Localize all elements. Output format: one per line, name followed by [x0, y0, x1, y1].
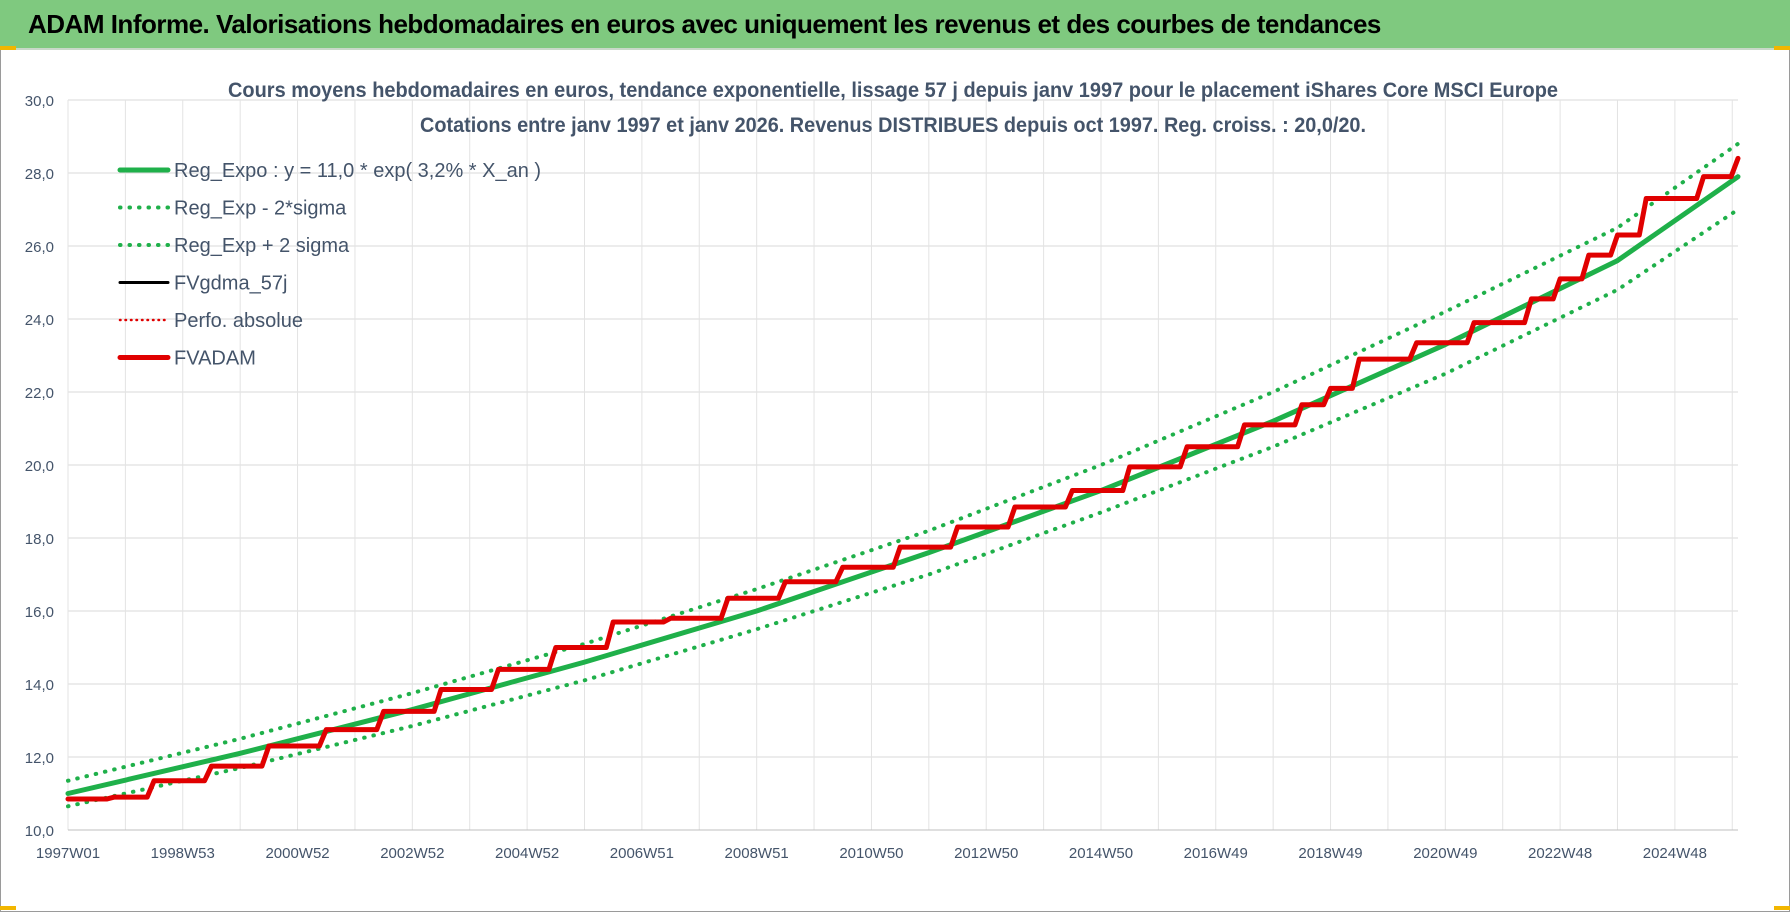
report-banner: ADAM Informe. Valorisations hebdomadaire… — [0, 0, 1790, 50]
chart-subtitle: Cotations entre janv 1997 et janv 2026. … — [420, 114, 1366, 137]
y-tick-label: 16,0 — [25, 604, 54, 621]
axis-layer: 10,0 12,0 14,0 16,0 18,0 20,0 22,0 24,0 26,0 28,0… — [25, 93, 1738, 862]
series-line-0 — [65, 174, 1741, 796]
y-tick-label: 18,0 — [25, 531, 54, 548]
legend-label: Perfo. absolue — [174, 310, 303, 332]
legend-label: Reg_Expo : y = 11,0 * exp( 3,2% * X_an ) — [174, 160, 541, 182]
series-line-4 — [66, 157, 1740, 801]
y-tick-label: 24,0 — [25, 312, 54, 329]
y-tick-label: 12,0 — [25, 750, 54, 767]
x-tick-label: 2010W50 — [839, 845, 903, 862]
chart-title: Cours moyens hebdomadaires en euros, ten… — [228, 79, 1558, 102]
chart-area: 10,0 12,0 14,0 16,0 18,0 20,0 22,0 24,0 26,0 28,0… — [0, 50, 1790, 912]
series-line-2 — [66, 141, 1740, 783]
legend: Reg_Expo : y = 11,0 * exp( 3,2% * X_an )… — [117, 160, 541, 370]
x-tick-label: 2008W51 — [725, 845, 789, 862]
x-tick-label: 1998W53 — [151, 845, 215, 862]
corner-marker-top-left — [0, 46, 16, 50]
y-tick-label: 28,0 — [25, 166, 54, 183]
x-tick-label: 2002W52 — [380, 845, 444, 862]
x-tick-label: 2016W49 — [1184, 845, 1248, 862]
y-tick-label: 22,0 — [25, 385, 54, 402]
x-tick-label: 2012W50 — [954, 845, 1018, 862]
x-tick-label: 2004W52 — [495, 845, 559, 862]
x-tick-label: 2014W50 — [1069, 845, 1133, 862]
legend-label: Reg_Exp + 2 sigma — [174, 235, 350, 257]
legend-label: FVgdma_57j — [174, 273, 287, 295]
x-tick-label: 2020W49 — [1413, 845, 1477, 862]
x-tick-label: 2006W51 — [610, 845, 674, 862]
y-tick-label: 26,0 — [25, 239, 54, 256]
y-tick-label: 10,0 — [25, 823, 54, 840]
x-tick-label: 2024W48 — [1643, 845, 1707, 862]
grid-layer — [67, 99, 1738, 831]
y-tick-label: 30,0 — [25, 93, 54, 110]
x-tick-label: 2022W48 — [1528, 845, 1592, 862]
corner-marker-bottom-right — [1774, 906, 1790, 910]
y-tick-label: 14,0 — [25, 677, 54, 694]
x-tick-label: 2018W49 — [1298, 845, 1362, 862]
corner-marker-bottom-left — [0, 906, 16, 910]
legend-label: Reg_Exp - 2*sigma — [174, 198, 347, 220]
x-tick-label: 2000W52 — [265, 845, 329, 862]
x-tick-label: 1997W01 — [36, 845, 100, 862]
corner-marker-top-right — [1774, 46, 1790, 50]
series-line-1 — [66, 207, 1740, 809]
y-tick-label: 20,0 — [25, 458, 54, 475]
price-chart: 10,0 12,0 14,0 16,0 18,0 20,0 22,0 24,0 26,0 28,0… — [25, 79, 1741, 862]
series-layer — [65, 141, 1741, 809]
report-title: ADAM Informe. Valorisations hebdomadaire… — [28, 9, 1381, 39]
legend-label: FVADAM — [174, 348, 256, 370]
